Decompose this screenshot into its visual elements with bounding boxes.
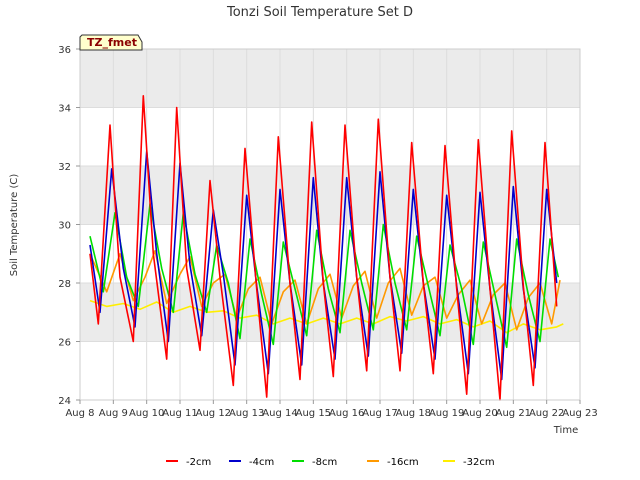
- x-tick-label: Aug 8: [65, 408, 94, 419]
- legend-label: -8cm: [312, 457, 337, 468]
- y-tick-label: 36: [58, 45, 71, 56]
- series-line-8cmcm: [89, 203, 560, 349]
- y-tick-label: 34: [58, 104, 71, 115]
- series-layer: [89, 95, 564, 401]
- tag-box-shape: [79, 34, 143, 51]
- x-tick-label: Aug 12: [196, 408, 231, 419]
- tag-label: TZ_fmet: [87, 36, 137, 49]
- x-tick-label: Aug 15: [296, 408, 331, 419]
- x-tick-label: Aug 9: [99, 408, 128, 419]
- legend-label: -16cm: [387, 457, 419, 468]
- x-tick-label: Aug 17: [362, 408, 397, 419]
- y-tick-label: 32: [58, 162, 71, 173]
- y-tick-label: 30: [58, 221, 71, 232]
- legend-item: -16cm: [367, 457, 419, 468]
- legend-item: -8cm: [292, 457, 337, 468]
- legend-label: -32cm: [463, 457, 495, 468]
- x-tick-label: Aug 19: [429, 408, 464, 419]
- legend-item: -4cm: [229, 457, 274, 468]
- y-tick-label: 26: [58, 338, 71, 349]
- x-tick-label: Aug 22: [529, 408, 564, 419]
- band: [80, 49, 580, 108]
- legend-item: -32cm: [443, 457, 495, 468]
- series-line-2cmcm: [89, 95, 558, 401]
- y-tick-label: 24: [58, 396, 71, 407]
- x-tick-label: Aug 21: [496, 408, 531, 419]
- x-tick-label: Aug 23: [562, 408, 597, 419]
- tag-box: TZ_fmet: [79, 34, 143, 51]
- x-tick-label: Aug 11: [162, 408, 197, 419]
- legend-item: -2cm: [166, 457, 211, 468]
- x-tick-label: Aug 20: [462, 408, 497, 419]
- legend: -2cm -4cm -8cm -16cm -32cm: [166, 457, 495, 468]
- legend-label: -4cm: [249, 457, 274, 468]
- x-tick-label: Aug 13: [229, 408, 264, 419]
- x-tick-label: Aug 14: [262, 408, 297, 419]
- x-axis-label: Time: [553, 425, 578, 436]
- legend-label: -2cm: [186, 457, 211, 468]
- band: [80, 166, 580, 225]
- y-axis-label: Soil Temperature (C): [9, 174, 20, 277]
- x-tick-label: Aug 18: [396, 408, 431, 419]
- x-tick-label: Aug 10: [129, 408, 164, 419]
- y-tick-label: 28: [58, 279, 71, 290]
- chart-title: Tonzi Soil Temperature Set D: [226, 5, 413, 20]
- x-tick-label: Aug 16: [329, 408, 364, 419]
